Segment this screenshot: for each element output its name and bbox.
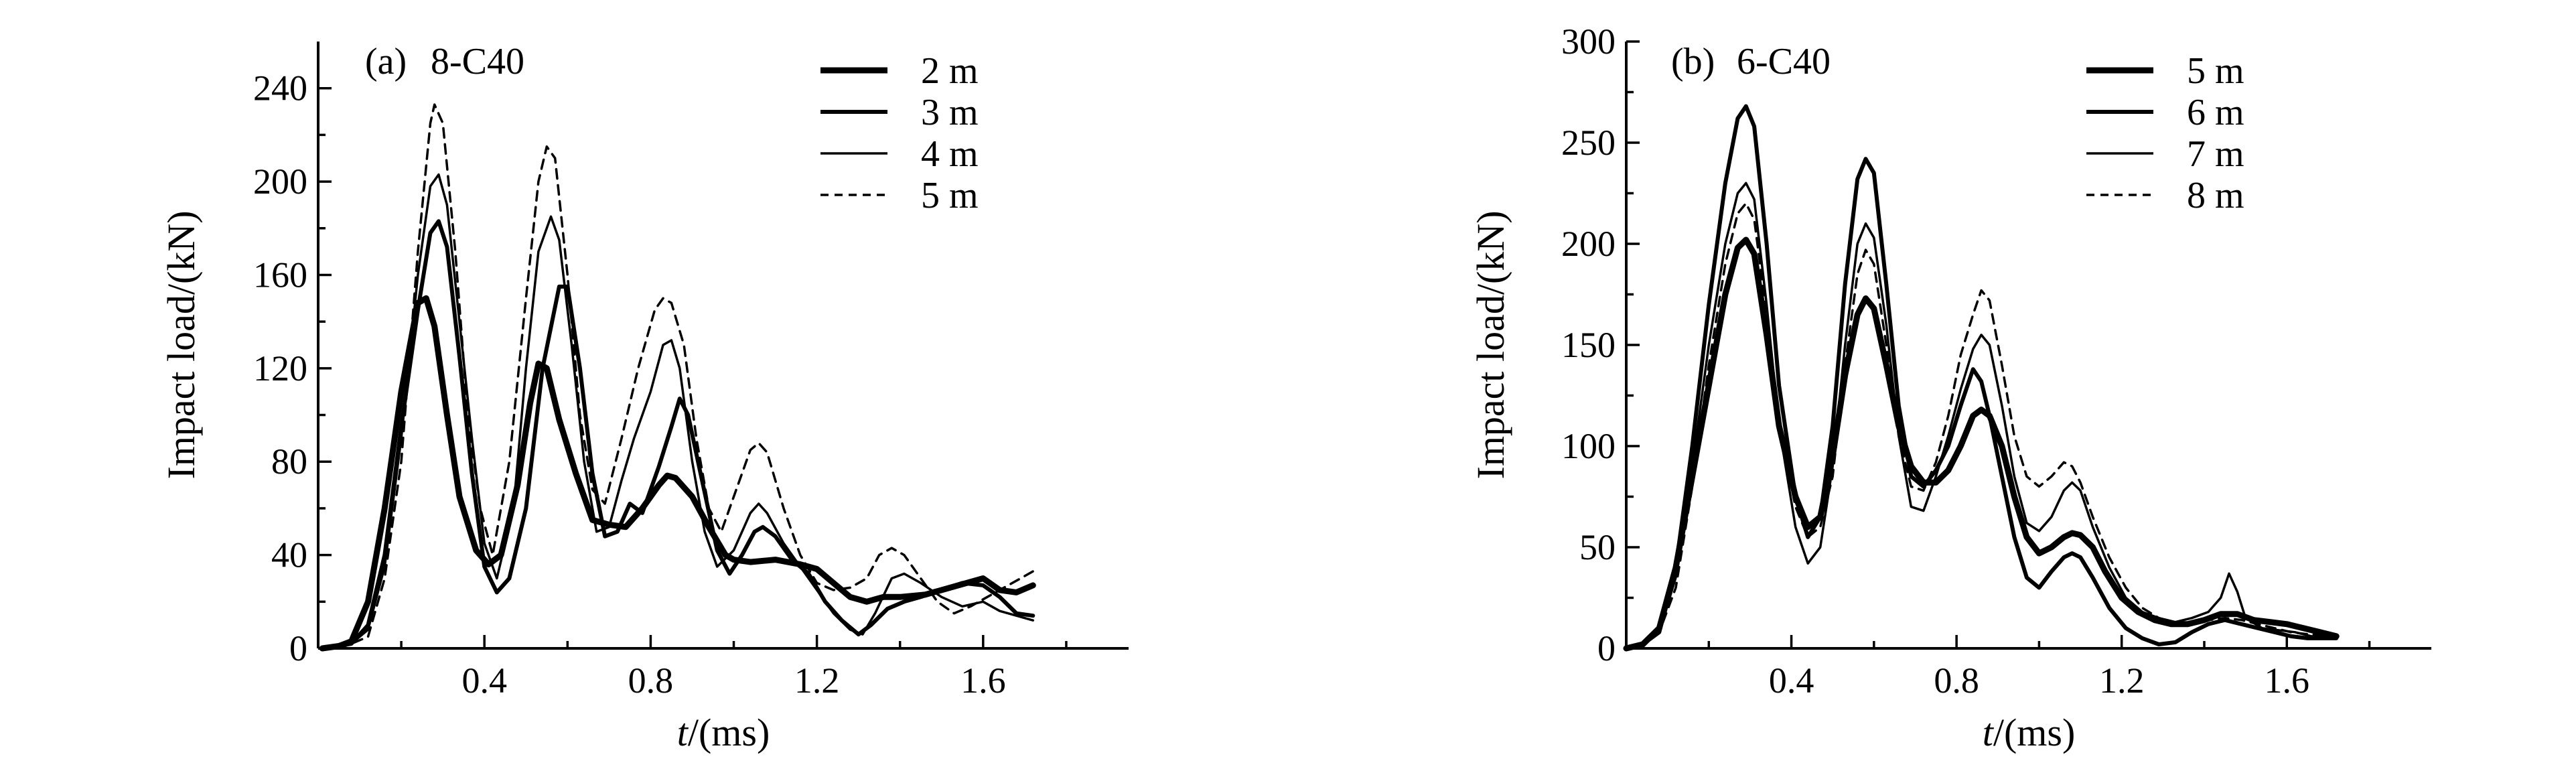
y-tick-label: 300: [1561, 21, 1616, 62]
x-axis-title: t/(ms): [1983, 711, 2076, 754]
y-tick-label: 50: [1579, 527, 1616, 567]
y-tick-label: 0: [289, 628, 307, 668]
y-tick-label: 240: [253, 68, 307, 109]
y-tick-label: 160: [253, 255, 307, 295]
x-tick-label: 1.2: [2099, 660, 2145, 701]
legend-label: 5 m: [921, 175, 979, 216]
series-line: [1625, 182, 2338, 650]
y-tick-label: 100: [1561, 426, 1616, 466]
x-axis-title-unit: /(ms): [1993, 711, 2075, 754]
y-axis-title: Impact load/(kN): [1469, 210, 1512, 479]
panel-label: (b): [1671, 41, 1715, 82]
series-line: [321, 173, 1035, 650]
series-line: [320, 219, 1035, 650]
x-tick-label: 0.4: [1769, 660, 1814, 701]
chart-title: 6-C40: [1737, 41, 1831, 82]
legend-label: 2 m: [921, 50, 979, 92]
series-line: [1623, 236, 2340, 652]
y-tick-label: 150: [1561, 325, 1616, 365]
x-axis-title-variable: t: [677, 711, 689, 754]
series-line: [1624, 104, 2339, 650]
legend-label: 7 m: [2187, 133, 2244, 175]
x-tick-label: 0.4: [461, 660, 507, 701]
x-tick-label: 0.8: [1934, 660, 1979, 701]
x-axis-title-unit: /(ms): [688, 711, 770, 754]
y-tick-label: 40: [271, 535, 307, 575]
x-axis-title-variable: t: [1983, 711, 1995, 754]
legend-label: 5 m: [2187, 50, 2244, 92]
legend-label: 6 m: [2187, 92, 2244, 133]
x-tick-label: 1.6: [960, 660, 1006, 701]
y-tick-label: 250: [1561, 123, 1616, 163]
chart-panel-b: 0 50 100 150 200 250 300 0.4 0.8 1.2 1.6 Impact loa…: [1469, 21, 2431, 754]
x-axis-title: t/(ms): [677, 711, 770, 754]
x-tick-label: 1.6: [2265, 660, 2310, 701]
x-tick-label: 0.8: [628, 660, 674, 701]
chart-title: 8-C40: [431, 41, 524, 82]
y-tick-label: 0: [1597, 628, 1616, 668]
y-axis-title: Impact load/(kN): [159, 210, 203, 479]
y-tick-label: 200: [253, 161, 307, 202]
series-line: [1625, 202, 2338, 650]
x-tick-label: 1.2: [794, 660, 840, 701]
chart-panel-a: 0 40 80 120 160 200 240 0.4 0.8 1.2 1.6 Impact load…: [159, 41, 1129, 754]
legend-label: 3 m: [921, 92, 979, 133]
series-line: [321, 103, 1035, 650]
y-tick-label: 80: [271, 441, 307, 482]
legend-label: 4 m: [921, 133, 979, 175]
y-tick-label: 200: [1561, 224, 1616, 264]
legend-label: 8 m: [2187, 175, 2244, 216]
y-tick-label: 120: [253, 348, 307, 388]
panel-label: (a): [365, 41, 407, 82]
